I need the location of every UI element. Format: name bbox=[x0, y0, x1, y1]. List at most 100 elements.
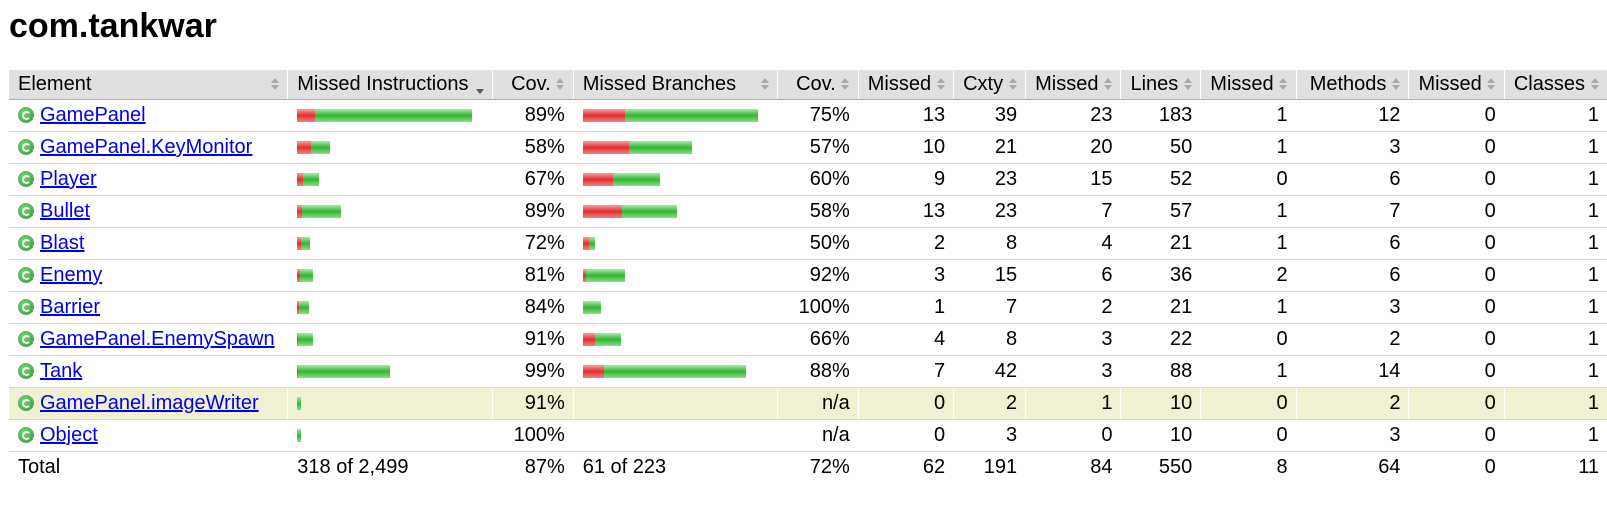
missed-complexity: 0 bbox=[857, 419, 954, 452]
missed-bar bbox=[582, 269, 586, 283]
missed-branches-bar bbox=[572, 387, 778, 420]
instructions-coverage: 84% bbox=[492, 291, 574, 324]
lines: 10 bbox=[1120, 419, 1201, 452]
missed-lines: 6 bbox=[1025, 259, 1121, 292]
missed-branches-bar bbox=[572, 131, 778, 164]
header-missed-complexity[interactable]: Missed bbox=[857, 70, 954, 100]
classes: 1 bbox=[1503, 163, 1607, 196]
element-link[interactable]: Blast bbox=[40, 232, 85, 254]
total-missed-lines: 84 bbox=[1025, 451, 1121, 483]
sort-icon bbox=[760, 78, 769, 92]
covered-bar bbox=[297, 397, 302, 411]
classes: 1 bbox=[1503, 323, 1607, 356]
header-instructions-coverage-label: Cov. bbox=[511, 73, 551, 95]
lines: 183 bbox=[1120, 99, 1201, 132]
missed-complexity: 4 bbox=[857, 323, 954, 356]
missed-instructions-bar bbox=[287, 259, 493, 292]
missed-bar bbox=[582, 109, 625, 123]
header-missed-lines[interactable]: Missed bbox=[1025, 70, 1121, 100]
missed-methods: 1 bbox=[1200, 355, 1297, 388]
header-element[interactable]: Element bbox=[9, 70, 288, 100]
header-instructions-coverage[interactable]: Cov. bbox=[492, 70, 574, 100]
instructions-coverage: 81% bbox=[492, 259, 574, 292]
covered-bar bbox=[594, 333, 621, 347]
element-link[interactable]: Bullet bbox=[40, 200, 91, 222]
element-link[interactable]: Barrier bbox=[40, 296, 101, 318]
instructions-coverage: 58% bbox=[492, 131, 574, 164]
classes: 1 bbox=[1503, 387, 1607, 420]
missed-instructions-bar bbox=[287, 99, 493, 132]
header-branches-coverage[interactable]: Cov. bbox=[777, 70, 859, 100]
element-link[interactable]: Player bbox=[40, 168, 97, 190]
missed-instructions-bar bbox=[287, 131, 493, 164]
covered-bar bbox=[303, 173, 320, 187]
missed-bar bbox=[582, 333, 595, 347]
header-methods[interactable]: Methods bbox=[1295, 70, 1409, 100]
missed-complexity: 10 bbox=[857, 131, 954, 164]
element-cell: GamePanel.EnemySpawn bbox=[9, 323, 288, 356]
sort-icon bbox=[841, 78, 850, 92]
page-title: com.tankwar bbox=[9, 7, 217, 45]
header-row: Element Missed Instructions Cov. Missed … bbox=[9, 70, 1607, 100]
missed-branches-bar bbox=[572, 419, 778, 452]
branches-coverage: 100% bbox=[777, 291, 859, 324]
header-classes-label: Classes bbox=[1513, 73, 1585, 95]
missed-branches-bar bbox=[572, 355, 778, 388]
instructions-coverage: 100% bbox=[492, 419, 574, 452]
classes: 1 bbox=[1503, 419, 1607, 452]
complexity: 39 bbox=[953, 99, 1026, 132]
missed-classes: 0 bbox=[1408, 195, 1505, 228]
complexity: 21 bbox=[953, 131, 1026, 164]
total-complexity: 191 bbox=[953, 451, 1026, 483]
total-missed-instructions: 318 of 2,499 bbox=[287, 451, 493, 483]
header-complexity[interactable]: Cxty bbox=[953, 70, 1026, 100]
classes: 1 bbox=[1503, 99, 1607, 132]
table-row: Tank 99% 88% 7 42 3 88 1 14 0 1 bbox=[9, 355, 1607, 388]
missed-methods: 0 bbox=[1200, 387, 1297, 420]
methods: 2 bbox=[1295, 387, 1409, 420]
header-classes[interactable]: Classes bbox=[1503, 70, 1607, 100]
missed-bar bbox=[297, 365, 299, 379]
table-row: Enemy 81% 92% 3 15 6 36 2 6 0 1 bbox=[9, 259, 1607, 292]
header-lines[interactable]: Lines bbox=[1120, 70, 1201, 100]
missed-instructions-bar bbox=[287, 419, 493, 452]
element-link[interactable]: GamePanel.EnemySpawn bbox=[40, 328, 275, 350]
lines: 88 bbox=[1120, 355, 1201, 388]
header-methods-label: Methods bbox=[1309, 73, 1387, 95]
covered-bar bbox=[628, 141, 692, 155]
missed-bar bbox=[297, 237, 302, 251]
missed-branches-bar bbox=[572, 259, 778, 292]
sort-icon bbox=[1008, 78, 1017, 92]
missed-bar bbox=[297, 333, 299, 347]
class-icon bbox=[18, 203, 34, 219]
lines: 21 bbox=[1120, 291, 1201, 324]
sort-icon bbox=[1279, 78, 1288, 92]
missed-branches-bar bbox=[572, 291, 778, 324]
element-link[interactable]: Object bbox=[40, 424, 98, 446]
instructions-coverage: 91% bbox=[492, 387, 574, 420]
covered-bar bbox=[315, 109, 473, 123]
element-link[interactable]: Tank bbox=[40, 360, 83, 382]
sort-icon bbox=[1391, 78, 1400, 92]
lines: 22 bbox=[1120, 323, 1201, 356]
header-missed-branches[interactable]: Missed Branches bbox=[572, 70, 778, 100]
missed-lines: 1 bbox=[1025, 387, 1121, 420]
missed-methods: 1 bbox=[1200, 227, 1297, 260]
complexity: 8 bbox=[953, 227, 1026, 260]
header-missed-instructions[interactable]: Missed Instructions bbox=[287, 70, 493, 100]
header-missed-methods[interactable]: Missed bbox=[1200, 70, 1297, 100]
class-icon bbox=[18, 171, 34, 187]
header-missed-classes-label: Missed bbox=[1418, 73, 1482, 95]
sort-icon bbox=[1487, 78, 1496, 92]
missed-classes: 0 bbox=[1408, 99, 1505, 132]
covered-bar bbox=[588, 237, 595, 251]
missed-classes: 0 bbox=[1408, 387, 1505, 420]
header-missed-classes[interactable]: Missed bbox=[1408, 70, 1505, 100]
element-link[interactable]: GamePanel bbox=[40, 104, 146, 126]
classes: 1 bbox=[1503, 131, 1607, 164]
element-link[interactable]: GamePanel.imageWriter bbox=[40, 392, 259, 414]
element-link[interactable]: GamePanel.KeyMonitor bbox=[40, 136, 253, 158]
covered-bar bbox=[585, 269, 625, 283]
table-row: Bullet 89% 58% 13 23 7 57 1 7 0 1 bbox=[9, 195, 1607, 228]
element-link[interactable]: Enemy bbox=[40, 264, 103, 286]
